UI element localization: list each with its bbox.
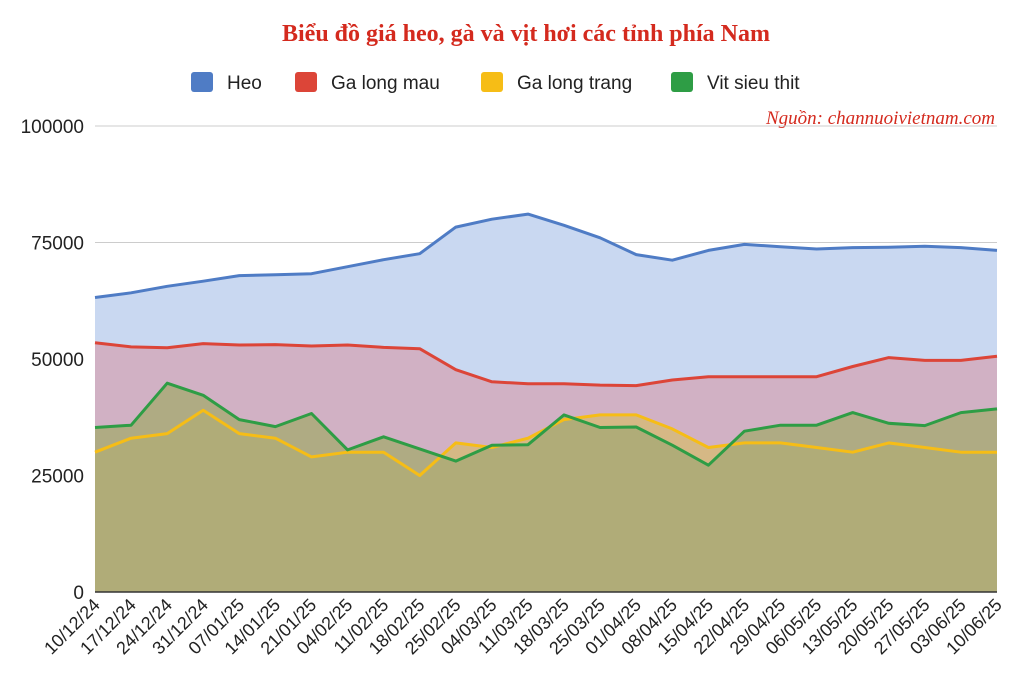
- legend-label: Ga long mau: [331, 73, 440, 94]
- legend-label: Ga long trang: [517, 73, 632, 94]
- y-tick-label: 0: [73, 583, 84, 604]
- y-tick-label: 75000: [31, 234, 84, 255]
- legend-swatch: [671, 72, 693, 92]
- series-lines: [94, 212, 998, 477]
- y-tick-label: 100000: [21, 117, 84, 138]
- line-heo: [94, 212, 998, 299]
- legend-label: Vit sieu thit: [707, 73, 800, 94]
- line-vit-sieu-thit: [94, 381, 998, 467]
- chart-title: Biểu đồ giá heo, gà và vịt hơi các tỉnh …: [282, 21, 770, 47]
- series-areas: [95, 214, 997, 592]
- legend-item-heo: Heo: [191, 72, 262, 94]
- legend-item-ga-long-mau: Ga long mau: [295, 72, 440, 94]
- legend-item-ga-long-trang: Ga long trang: [481, 72, 632, 94]
- legend-swatch: [481, 72, 503, 92]
- line-ga-long-mau: [94, 341, 998, 388]
- chart-source: Nguồn: channuoivietnam.com: [765, 108, 995, 129]
- legend-label: Heo: [227, 73, 262, 94]
- legend-item-vit-sieu-thit: Vit sieu thit: [671, 72, 800, 94]
- legend: Heo Ga long mau Ga long trang Vit sieu thit: [191, 72, 800, 94]
- y-tick-label: 50000: [31, 350, 84, 371]
- legend-swatch: [191, 72, 213, 92]
- area-vit-sieu-thit: [95, 383, 997, 592]
- y-tick-label: 25000: [31, 467, 84, 488]
- legend-swatch: [295, 72, 317, 92]
